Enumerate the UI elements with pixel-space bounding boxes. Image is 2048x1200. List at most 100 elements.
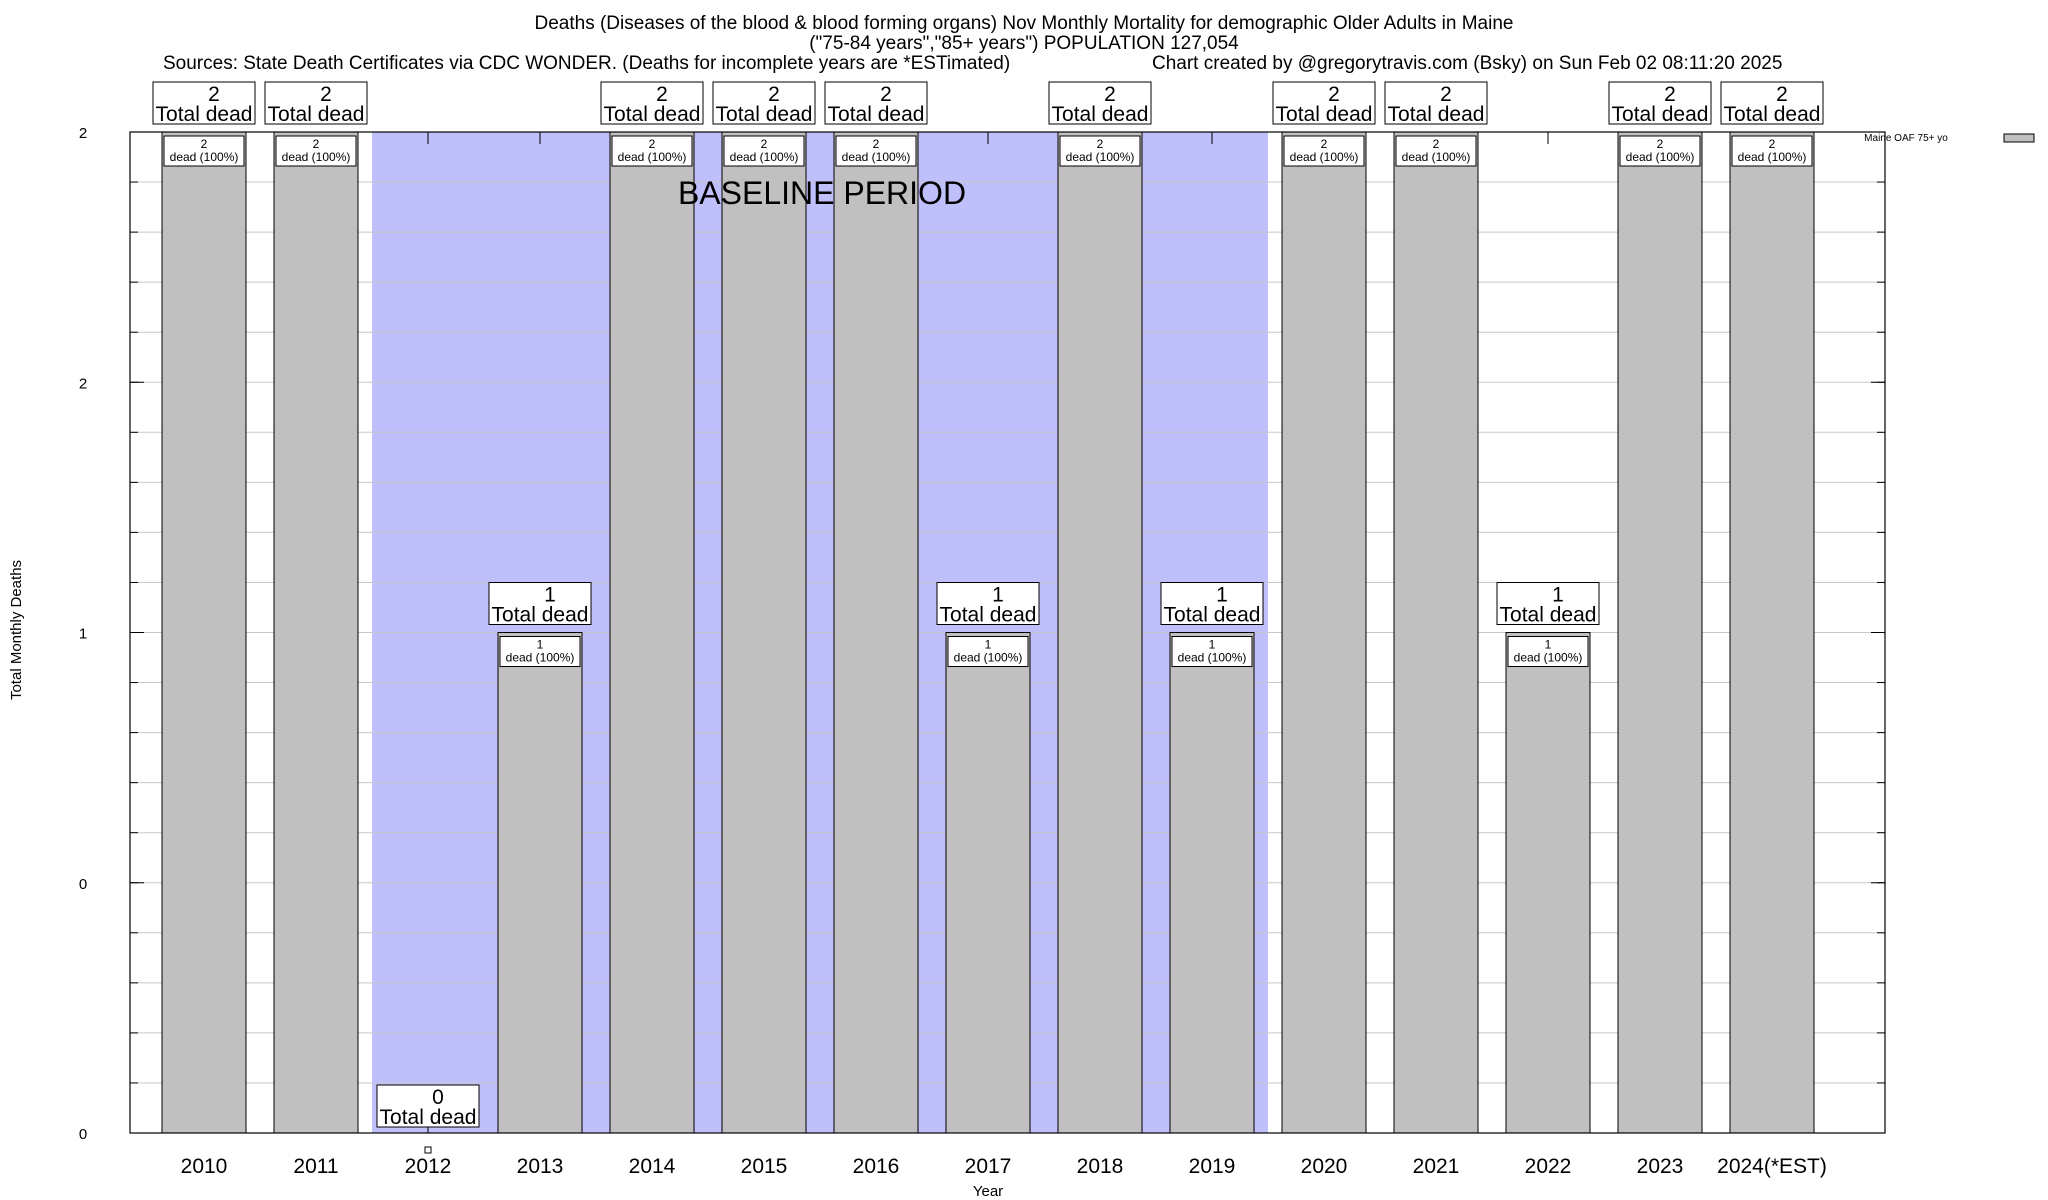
total-dead-count: 2 bbox=[320, 83, 332, 106]
bar-inner-label-count: 2 bbox=[1433, 137, 1440, 151]
total-dead-count: 1 bbox=[1216, 584, 1228, 607]
total-dead-label-box bbox=[1720, 81, 1824, 125]
bar-inner-label-box bbox=[499, 636, 581, 667]
bar-inner-label-count: 2 bbox=[873, 137, 880, 151]
total-dead-count: 1 bbox=[992, 584, 1004, 607]
total-dead-count: 0 bbox=[432, 1086, 444, 1109]
x-tick-label: 2022 bbox=[1525, 1155, 1572, 1178]
x-tick-label: 2023 bbox=[1637, 1155, 1684, 1178]
total-dead-text: Total dead bbox=[1724, 103, 1821, 126]
total-dead-count: 2 bbox=[656, 83, 668, 106]
total-dead-text: Total dead bbox=[716, 103, 813, 126]
total-dead-count: 2 bbox=[1776, 83, 1788, 106]
bar bbox=[1617, 131, 1703, 1134]
total-dead-label-box bbox=[1608, 81, 1712, 125]
y-tick-label: 0 bbox=[79, 876, 87, 893]
bar bbox=[1729, 131, 1815, 1134]
total-dead-count: 1 bbox=[1552, 584, 1564, 607]
bar-inner-label-box bbox=[1619, 135, 1701, 167]
bar-inner-label-text: dead (100%) bbox=[730, 150, 799, 164]
legend-label: Maine OAF 75+ yo bbox=[1864, 133, 1948, 144]
bar-inner-label-text: dead (100%) bbox=[1290, 150, 1359, 164]
bar-inner-label-count: 2 bbox=[1657, 137, 1664, 151]
total-dead-text: Total dead bbox=[380, 1106, 477, 1129]
bar-inner-label-box bbox=[835, 135, 917, 167]
bar-inner-label-box bbox=[947, 636, 1029, 667]
total-dead-count: 2 bbox=[1328, 83, 1340, 106]
total-dead-text: Total dead bbox=[940, 604, 1037, 627]
bar-inner-label-text: dead (100%) bbox=[1514, 651, 1583, 665]
bar-inner-label-count: 2 bbox=[201, 137, 208, 151]
total-dead-text: Total dead bbox=[604, 103, 701, 126]
bar-inner-label-box bbox=[611, 135, 693, 167]
chart-title-line1: Deaths (Diseases of the blood & blood fo… bbox=[534, 13, 1514, 34]
baseline-period-annotation: BASELINE PERIOD bbox=[678, 175, 966, 211]
bar-inner-label-count: 1 bbox=[1545, 638, 1552, 652]
total-dead-label-box bbox=[376, 1084, 480, 1128]
x-tick-label: 2010 bbox=[181, 1155, 228, 1178]
bar-inner-label-box bbox=[1171, 636, 1253, 667]
total-dead-label-box bbox=[264, 81, 368, 125]
bar-inner-label-box bbox=[275, 135, 357, 167]
bar bbox=[833, 131, 919, 1134]
bar-inner-label-count: 2 bbox=[761, 137, 768, 151]
bar-inner-label-text: dead (100%) bbox=[842, 150, 911, 164]
bar-inner-label-text: dead (100%) bbox=[1066, 150, 1135, 164]
bar-inner-label-count: 2 bbox=[649, 137, 656, 151]
bar bbox=[497, 632, 583, 1134]
x-tick-label: 2017 bbox=[965, 1155, 1012, 1178]
y-axis-title: Total Monthly Deaths bbox=[8, 560, 25, 700]
y-tick-label: 2 bbox=[79, 125, 87, 142]
bar-inner-label-count: 2 bbox=[313, 137, 320, 151]
total-dead-text: Total dead bbox=[828, 103, 925, 126]
x-tick-label: 2014 bbox=[629, 1155, 676, 1178]
bar-inner-label-text: dead (100%) bbox=[1738, 150, 1807, 164]
bar-inner-label-count: 1 bbox=[985, 638, 992, 652]
bar-inner-label-box bbox=[1059, 135, 1141, 167]
bar-inner-label-box bbox=[1283, 135, 1365, 167]
total-dead-label-box bbox=[488, 582, 592, 625]
x-tick-label: 2011 bbox=[293, 1155, 338, 1178]
total-dead-text: Total dead bbox=[156, 103, 253, 126]
chart-sources: Sources: State Death Certificates via CD… bbox=[163, 53, 1011, 74]
bar-inner-label-count: 2 bbox=[1769, 137, 1776, 151]
total-dead-label-box bbox=[936, 582, 1040, 625]
x-axis-title: Year bbox=[973, 1183, 1003, 1200]
bar-inner-label-box bbox=[163, 135, 245, 167]
bar-inner-label-box bbox=[1395, 135, 1477, 167]
total-dead-count: 1 bbox=[544, 584, 556, 607]
total-dead-text: Total dead bbox=[268, 103, 365, 126]
bar-inner-label-box bbox=[723, 135, 805, 167]
total-dead-count: 2 bbox=[1664, 83, 1676, 106]
total-dead-text: Total dead bbox=[1276, 103, 1373, 126]
legend-swatch bbox=[2003, 133, 2035, 143]
bar bbox=[1169, 632, 1255, 1134]
bar-inner-label-count: 2 bbox=[1097, 137, 1104, 151]
bar-inner-label-text: dead (100%) bbox=[618, 150, 687, 164]
bar bbox=[1505, 632, 1591, 1134]
bar-inner-label-text: dead (100%) bbox=[506, 651, 575, 665]
bar-inner-label-text: dead (100%) bbox=[1178, 651, 1247, 665]
total-dead-count: 2 bbox=[1440, 83, 1452, 106]
total-dead-label-box bbox=[1160, 582, 1264, 625]
bar bbox=[161, 131, 247, 1134]
bar bbox=[273, 131, 359, 1134]
total-dead-text: Total dead bbox=[1388, 103, 1485, 126]
bar-inner-label-text: dead (100%) bbox=[282, 150, 351, 164]
bar bbox=[1281, 131, 1367, 1134]
chart-credit: Chart created by @gregorytravis.com (Bsk… bbox=[1152, 53, 1783, 74]
total-dead-label-box bbox=[600, 81, 704, 125]
